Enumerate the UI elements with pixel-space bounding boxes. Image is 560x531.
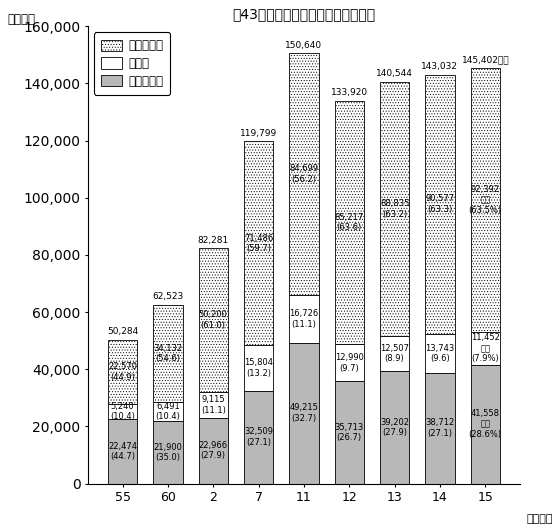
Bar bbox=[425, 333, 455, 373]
Bar bbox=[289, 53, 319, 295]
Bar bbox=[470, 365, 500, 484]
Text: 88,835
(63.2): 88,835 (63.2) bbox=[380, 199, 409, 218]
Text: 12,990
(9.7): 12,990 (9.7) bbox=[335, 353, 363, 373]
Text: 16,726
(11.1): 16,726 (11.1) bbox=[290, 309, 319, 329]
Text: 22,966
(27.9): 22,966 (27.9) bbox=[199, 441, 228, 460]
Text: 34,132
(54.6): 34,132 (54.6) bbox=[153, 344, 183, 363]
Text: 50,200
(61.0): 50,200 (61.0) bbox=[199, 311, 228, 330]
Text: 38,712
(27.1): 38,712 (27.1) bbox=[425, 418, 455, 438]
Text: 85,217
(63.6): 85,217 (63.6) bbox=[335, 213, 364, 232]
Text: 49,215
(32.7): 49,215 (32.7) bbox=[290, 404, 318, 423]
Text: 71,486
(59.7): 71,486 (59.7) bbox=[244, 234, 273, 253]
Text: 5,240
(10.4): 5,240 (10.4) bbox=[110, 402, 135, 422]
Text: 6,491
(10.4): 6,491 (10.4) bbox=[156, 402, 180, 421]
Text: 13,743
(9.6): 13,743 (9.6) bbox=[425, 344, 455, 363]
Bar bbox=[470, 68, 500, 332]
Text: 84,699
(56.2): 84,699 (56.2) bbox=[290, 165, 319, 184]
Text: 140,544: 140,544 bbox=[376, 70, 413, 79]
Bar bbox=[198, 418, 228, 484]
Bar bbox=[198, 392, 228, 418]
Text: 145,402億円: 145,402億円 bbox=[461, 56, 509, 65]
Bar bbox=[425, 373, 455, 484]
Bar bbox=[380, 372, 409, 484]
Text: （年度）: （年度） bbox=[526, 514, 553, 524]
Text: 133,920: 133,920 bbox=[331, 88, 368, 97]
Bar bbox=[470, 332, 500, 365]
Text: 143,032: 143,032 bbox=[422, 62, 459, 71]
Text: 62,523: 62,523 bbox=[152, 293, 184, 302]
Text: 15,804
(13.2): 15,804 (13.2) bbox=[244, 358, 273, 378]
Bar bbox=[334, 101, 364, 344]
Bar bbox=[334, 381, 364, 484]
Text: 39,202
(27.9): 39,202 (27.9) bbox=[380, 418, 409, 437]
Bar bbox=[334, 344, 364, 381]
Text: 21,900
(35.0): 21,900 (35.0) bbox=[153, 442, 183, 462]
Text: 90,577
(63.3): 90,577 (63.3) bbox=[426, 194, 455, 214]
Bar bbox=[153, 421, 183, 484]
Bar bbox=[244, 141, 273, 346]
Bar bbox=[153, 402, 183, 421]
Text: 9,115
(11.1): 9,115 (11.1) bbox=[201, 395, 226, 415]
Bar bbox=[289, 343, 319, 484]
Text: 150,640: 150,640 bbox=[286, 40, 323, 49]
Text: 119,799: 119,799 bbox=[240, 129, 277, 138]
Bar bbox=[289, 295, 319, 343]
Bar bbox=[108, 419, 137, 484]
Text: 32,509
(27.1): 32,509 (27.1) bbox=[244, 427, 273, 447]
Bar bbox=[380, 82, 409, 336]
Bar bbox=[425, 75, 455, 333]
Legend: 一般財源等, その他, 国庫支出金: 一般財源等, その他, 国庫支出金 bbox=[94, 32, 170, 95]
Bar bbox=[198, 249, 228, 392]
Bar bbox=[244, 391, 273, 484]
Text: 11,452
億円
(7.9%): 11,452 億円 (7.9%) bbox=[471, 333, 500, 363]
Text: 35,713
(26.7): 35,713 (26.7) bbox=[335, 423, 364, 442]
Text: 82,281: 82,281 bbox=[198, 236, 229, 245]
Bar bbox=[108, 340, 137, 404]
Text: 41,558
億円
(28.6%): 41,558 億円 (28.6%) bbox=[469, 409, 502, 439]
Y-axis label: （億円）: （億円） bbox=[7, 13, 35, 26]
Bar bbox=[380, 336, 409, 372]
Text: 92,392
億円
(63.5%): 92,392 億円 (63.5%) bbox=[469, 185, 502, 215]
Text: 22,474
(44.7): 22,474 (44.7) bbox=[108, 442, 137, 461]
Bar bbox=[244, 346, 273, 391]
Text: 12,507
(8.9): 12,507 (8.9) bbox=[380, 344, 409, 363]
Text: 50,284: 50,284 bbox=[107, 328, 138, 336]
Title: 第43図　民生費の財源構成比の推移: 第43図 民生費の財源構成比の推移 bbox=[232, 7, 375, 21]
Bar bbox=[153, 305, 183, 402]
Text: 22,570
(44.9): 22,570 (44.9) bbox=[108, 362, 137, 382]
Bar bbox=[108, 404, 137, 419]
